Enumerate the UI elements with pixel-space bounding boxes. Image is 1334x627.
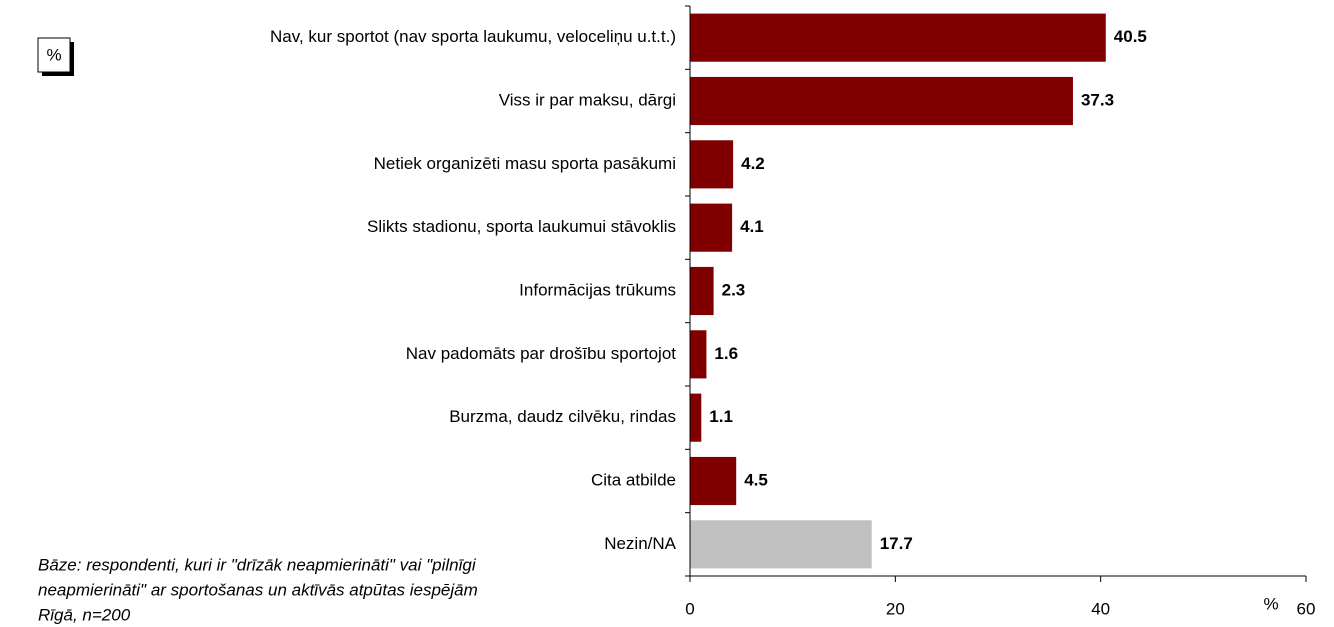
base-note: Rīgā, n=200: [38, 605, 131, 624]
value-label: 4.5: [744, 470, 768, 489]
category-label: Nav, kur sportot (nav sporta laukumu, ve…: [270, 27, 676, 46]
category-label: Nav padomāts par drošību sportojot: [406, 344, 677, 363]
bar: [690, 140, 734, 189]
category-label: Viss ir par maksu, dārgi: [499, 90, 676, 109]
value-label: 37.3: [1081, 90, 1114, 109]
category-label: Burzma, daudz cilvēku, rindas: [449, 407, 676, 426]
value-label: 1.6: [714, 344, 738, 363]
bar: [690, 393, 702, 442]
category-label: Cita atbilde: [591, 470, 676, 489]
bar: [690, 266, 714, 316]
x-axis-label: %: [1263, 594, 1278, 613]
value-label: 4.2: [741, 154, 765, 173]
unit-box: [37, 37, 71, 73]
value-label: 2.3: [722, 280, 746, 299]
unit-box-label: %: [46, 45, 61, 64]
bar: [690, 456, 737, 506]
bar: [690, 203, 733, 252]
base-note: neapmierināti" ar sportošanas un aktīvās…: [38, 580, 478, 599]
x-tick-label: 40: [1091, 599, 1110, 618]
bar: [690, 520, 872, 569]
value-label: 17.7: [880, 534, 913, 553]
base-note: Bāze: respondenti, kuri ir "drīzāk neapm…: [38, 555, 477, 574]
category-label: Nezin/NA: [604, 534, 676, 553]
category-label: Slikts stadionu, sporta laukumui stāvokl…: [367, 217, 676, 236]
category-label: Informācijas trūkums: [519, 280, 676, 299]
x-tick-label: 20: [886, 599, 905, 618]
category-label: Netiek organizēti masu sporta pasākumi: [374, 154, 676, 173]
bar: [690, 330, 707, 379]
value-label: 40.5: [1114, 27, 1147, 46]
bar: [690, 76, 1073, 126]
x-tick-label: 60: [1297, 599, 1316, 618]
bar: [690, 13, 1106, 62]
x-tick-label: 0: [685, 599, 694, 618]
value-label: 4.1: [740, 217, 764, 236]
value-label: 1.1: [709, 407, 733, 426]
